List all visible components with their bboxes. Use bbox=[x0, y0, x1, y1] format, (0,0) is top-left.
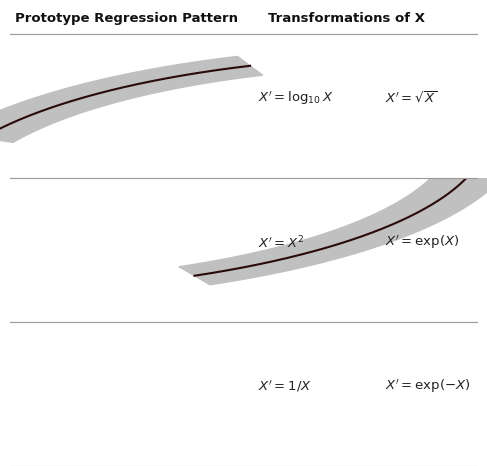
Text: $X' = \exp(X)$: $X' = \exp(X)$ bbox=[385, 234, 459, 251]
Text: $X' = \sqrt{X}$: $X' = \sqrt{X}$ bbox=[385, 91, 437, 106]
Polygon shape bbox=[179, 171, 487, 285]
Text: $X' = \exp(-X)$: $X' = \exp(-X)$ bbox=[385, 378, 470, 396]
Text: $X' = X^2$: $X' = X^2$ bbox=[258, 234, 304, 251]
Text: Prototype Regression Pattern: Prototype Regression Pattern bbox=[15, 12, 238, 25]
Text: $X' = \log_{10} X$: $X' = \log_{10} X$ bbox=[258, 89, 334, 107]
Text: $X' = 1/X$: $X' = 1/X$ bbox=[258, 379, 312, 394]
Polygon shape bbox=[0, 141, 182, 240]
Text: Transformations of X: Transformations of X bbox=[268, 12, 425, 25]
Polygon shape bbox=[0, 56, 262, 143]
